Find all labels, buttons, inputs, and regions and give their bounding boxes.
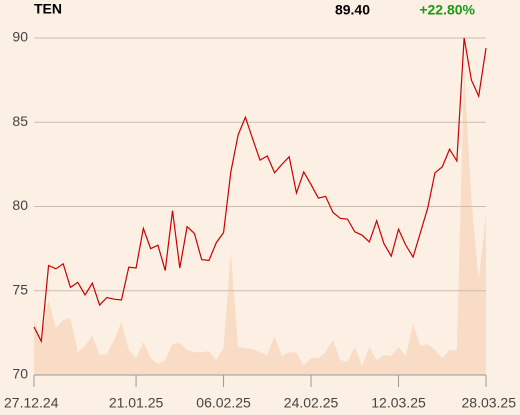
x-tick-label: 12.03.25 [371, 395, 426, 411]
volume-area [34, 70, 486, 375]
y-tick-label: 70 [12, 366, 28, 382]
change: +22.80% [419, 2, 475, 18]
y-tick-label: 75 [12, 281, 28, 297]
x-tick-label: 06.02.25 [196, 395, 251, 411]
last-value: 89.40 [335, 2, 370, 18]
x-tick-label: 28.03.25 [462, 395, 517, 411]
price-line [33, 37, 487, 344]
x-tick-label: 24.02.25 [284, 395, 339, 411]
x-tick-label: 21.01.25 [109, 395, 164, 411]
ticker: TEN [34, 1, 62, 17]
x-tick-label: 27.12.24 [4, 395, 59, 411]
y-tick-label: 85 [12, 113, 28, 129]
y-tick-label: 90 [12, 29, 28, 45]
y-tick-label: 80 [12, 197, 28, 213]
